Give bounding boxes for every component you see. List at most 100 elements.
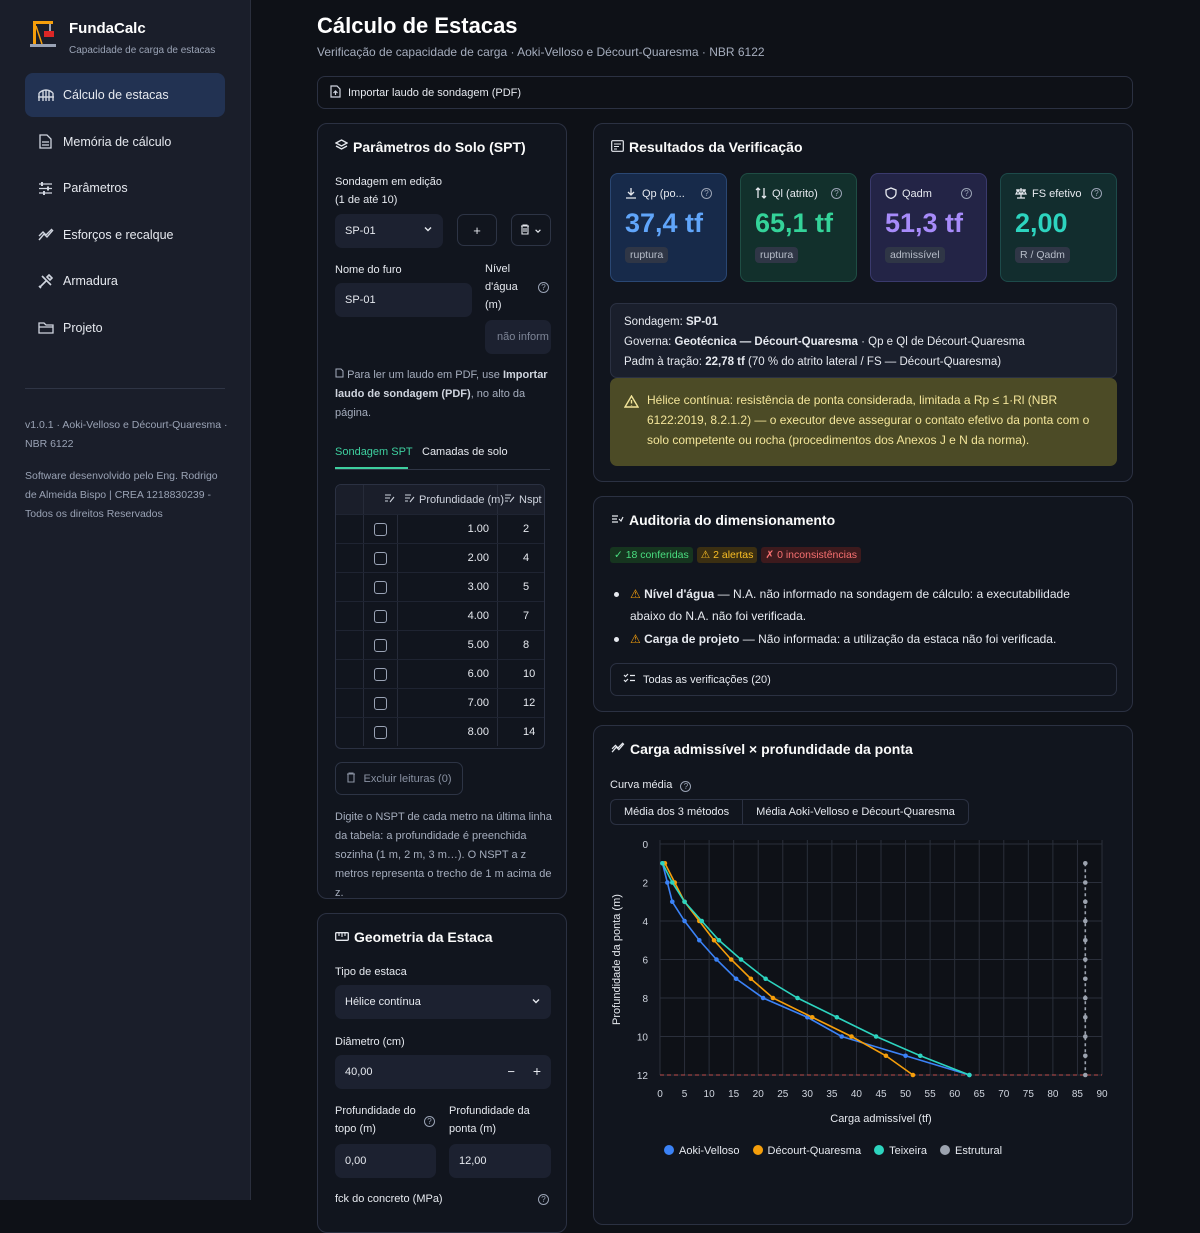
row-checkbox[interactable] [374, 609, 387, 623]
sidebar-item-calculo[interactable]: Cálculo de estacas [25, 73, 225, 117]
diameter-input[interactable]: 40,00 − + [335, 1055, 551, 1089]
depth-cell[interactable]: 7.00 [398, 689, 498, 717]
depth-cell[interactable]: 2.00 [398, 544, 498, 572]
data-point[interactable] [696, 937, 702, 943]
depth-cell[interactable]: 5.00 [398, 631, 498, 659]
sidebar-item-esforcos[interactable]: Esforços e recalque [25, 213, 225, 257]
data-point[interactable] [903, 1053, 908, 1059]
series-line-0[interactable] [661, 863, 970, 1076]
data-point[interactable] [1083, 995, 1088, 1001]
hole-name-input[interactable]: SP-01 [335, 283, 472, 317]
option-media-3-metodos[interactable]: Média dos 3 métodos [624, 806, 730, 818]
help-icon[interactable]: ? [701, 188, 712, 199]
row-checkbox[interactable] [374, 580, 387, 594]
data-point[interactable] [967, 1072, 972, 1078]
pile-type-select[interactable]: Hélice contínua [335, 985, 551, 1019]
data-point[interactable] [660, 860, 665, 866]
depth-cell[interactable]: 8.00 [398, 718, 498, 746]
data-point[interactable] [917, 1053, 923, 1059]
data-point[interactable] [1083, 860, 1088, 866]
row-checkbox[interactable] [374, 725, 387, 739]
increment-button[interactable]: + [532, 1063, 541, 1079]
tip-depth-input[interactable]: 12,00 [449, 1144, 551, 1178]
data-point[interactable] [910, 1072, 916, 1078]
row-checkbox[interactable] [374, 551, 387, 565]
data-point[interactable] [748, 976, 754, 982]
all-checks-expander[interactable]: Todas as verificações (20) [610, 663, 1117, 696]
option-media-aoki-decourt[interactable]: Média Aoki-Velloso e Décourt-Quaresma [742, 800, 968, 824]
data-point[interactable] [839, 1034, 845, 1039]
data-point[interactable] [1083, 1034, 1088, 1039]
nspt-cell[interactable]: 14 [523, 726, 536, 738]
data-point[interactable] [873, 1034, 879, 1039]
data-point[interactable] [1083, 1072, 1088, 1078]
data-point[interactable] [665, 880, 670, 885]
depth-cell[interactable]: 6.00 [398, 660, 498, 688]
help-icon[interactable]: ? [424, 1116, 435, 1127]
nspt-cell[interactable]: 5 [523, 581, 530, 593]
nspt-cell[interactable]: 12 [523, 697, 536, 709]
add-boring-button[interactable]: + [457, 214, 497, 246]
nspt-cell[interactable]: 7 [523, 610, 530, 622]
table-row[interactable]: 4.00 7 [336, 601, 544, 630]
data-point[interactable] [682, 899, 687, 905]
table-row[interactable]: 8.00 14 [336, 717, 544, 746]
data-point[interactable] [728, 957, 734, 962]
data-point[interactable] [770, 995, 776, 1001]
row-checkbox[interactable] [374, 522, 387, 536]
delete-readings-button[interactable]: Excluir leituras (0) [335, 762, 463, 795]
data-point[interactable] [714, 957, 719, 962]
tab-camadas-solo[interactable]: Camadas de solo [422, 446, 508, 458]
data-point[interactable] [669, 880, 675, 885]
nspt-cell[interactable]: 2 [523, 523, 530, 535]
top-depth-input[interactable]: 0,00 [335, 1144, 436, 1178]
table-row[interactable]: 3.00 5 [336, 572, 544, 601]
data-point[interactable] [682, 918, 687, 924]
data-point[interactable] [1083, 1053, 1088, 1059]
depth-cell[interactable]: 1.00 [398, 515, 498, 543]
data-point[interactable] [716, 937, 722, 943]
row-checkbox[interactable] [374, 638, 387, 652]
data-point[interactable] [1083, 1014, 1088, 1020]
water-level-input[interactable]: não inform [485, 320, 551, 354]
legend-item[interactable]: Teixeira [874, 1145, 927, 1157]
data-point[interactable] [1083, 880, 1088, 885]
data-point[interactable] [669, 899, 675, 905]
sidebar-item-memoria[interactable]: Memória de cálculo [25, 120, 225, 164]
delete-boring-menu-button[interactable] [511, 214, 551, 246]
table-row[interactable]: 2.00 4 [336, 543, 544, 572]
help-icon[interactable]: ? [680, 781, 692, 792]
data-point[interactable] [1083, 957, 1088, 962]
table-row[interactable]: 6.00 10 [336, 659, 544, 688]
decrement-button[interactable]: − [507, 1064, 515, 1079]
sidebar-item-parametros[interactable]: Parâmetros [25, 166, 225, 210]
data-point[interactable] [795, 995, 800, 1001]
data-point[interactable] [1083, 918, 1088, 924]
sidebar-item-projeto[interactable]: Projeto [25, 306, 225, 350]
help-icon[interactable]: ? [1091, 188, 1102, 199]
help-icon[interactable]: ? [538, 282, 549, 293]
table-row[interactable]: 7.00 12 [336, 688, 544, 717]
data-point[interactable] [760, 995, 766, 1001]
spt-table[interactable]: Profundidade (m) Nspt 1.00 2 2.00 4 3.00 5 4.0… [335, 484, 545, 749]
depth-cell[interactable]: 4.00 [398, 602, 498, 630]
data-point[interactable] [1083, 899, 1088, 905]
boring-select[interactable]: SP-01 [335, 214, 443, 248]
nspt-cell[interactable]: 4 [523, 552, 530, 564]
data-point[interactable] [849, 1034, 854, 1039]
row-checkbox[interactable] [374, 667, 387, 681]
row-checkbox[interactable] [374, 696, 387, 710]
data-point[interactable] [1083, 937, 1088, 943]
import-pdf-expander[interactable]: Importar laudo de sondagem (PDF) [317, 76, 1133, 109]
data-point[interactable] [699, 918, 705, 924]
data-point[interactable] [1083, 976, 1088, 982]
legend-item[interactable]: Estrutural [940, 1145, 1002, 1157]
data-point[interactable] [883, 1053, 889, 1059]
legend-item[interactable]: Décourt-Quaresma [752, 1145, 861, 1157]
help-icon[interactable]: ? [961, 188, 972, 199]
table-row[interactable]: 5.00 8 [336, 630, 544, 659]
help-icon[interactable]: ? [831, 188, 842, 199]
data-point[interactable] [733, 976, 739, 982]
legend-item[interactable]: Aoki-Velloso [664, 1145, 740, 1157]
table-row[interactable]: 1.00 2 [336, 514, 544, 543]
